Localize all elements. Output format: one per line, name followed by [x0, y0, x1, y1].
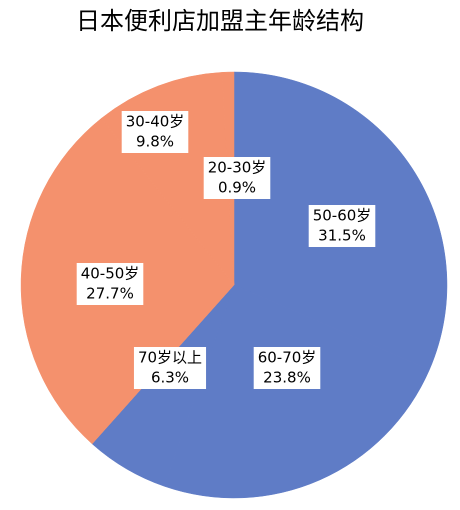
- label-box: [121, 111, 189, 153]
- label-box: [133, 347, 207, 389]
- category-label: 30-40岁: [126, 113, 185, 131]
- value-label: 0.9%: [218, 179, 256, 197]
- category-label: 20-30岁: [208, 159, 267, 177]
- slice-label: 70岁以上 6.3%: [133, 347, 207, 389]
- label-box: [308, 205, 376, 247]
- label-box: [253, 347, 321, 389]
- value-label: 23.8%: [263, 369, 311, 387]
- slice-label: 30-40岁 9.8%: [121, 111, 189, 153]
- chart-title: 日本便利店加盟主年龄结构: [76, 7, 364, 35]
- slice-label: 50-60岁 31.5%: [308, 205, 376, 247]
- slice-label: 40-50岁 27.7%: [76, 263, 144, 305]
- slice-label: 60-70岁 23.8%: [253, 347, 321, 389]
- value-label: 31.5%: [318, 227, 366, 245]
- value-label: 27.7%: [86, 285, 134, 303]
- category-label: 40-50岁: [81, 265, 140, 283]
- category-label: 70岁以上: [138, 349, 202, 367]
- pie-slice: [164, 284, 430, 499]
- category-label: 60-70岁: [258, 349, 317, 367]
- label-box: [76, 263, 144, 305]
- category-label: 50-60岁: [313, 207, 372, 225]
- label-box: [203, 157, 271, 199]
- value-label: 9.8%: [136, 133, 174, 151]
- value-label: 6.3%: [151, 369, 189, 387]
- slice-label: 20-30岁 0.9%: [203, 157, 271, 199]
